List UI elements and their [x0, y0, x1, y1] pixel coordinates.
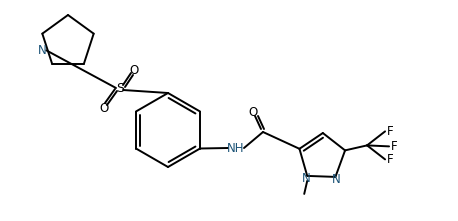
Text: O: O [129, 63, 139, 76]
Text: O: O [99, 101, 109, 114]
Text: S: S [116, 82, 124, 95]
Text: F: F [391, 140, 398, 153]
Text: N: N [332, 173, 341, 186]
Text: F: F [387, 125, 393, 138]
Text: F: F [387, 153, 393, 166]
Text: N: N [38, 44, 47, 57]
Text: N: N [302, 172, 311, 185]
Text: NH: NH [227, 141, 245, 154]
Text: O: O [248, 105, 257, 118]
